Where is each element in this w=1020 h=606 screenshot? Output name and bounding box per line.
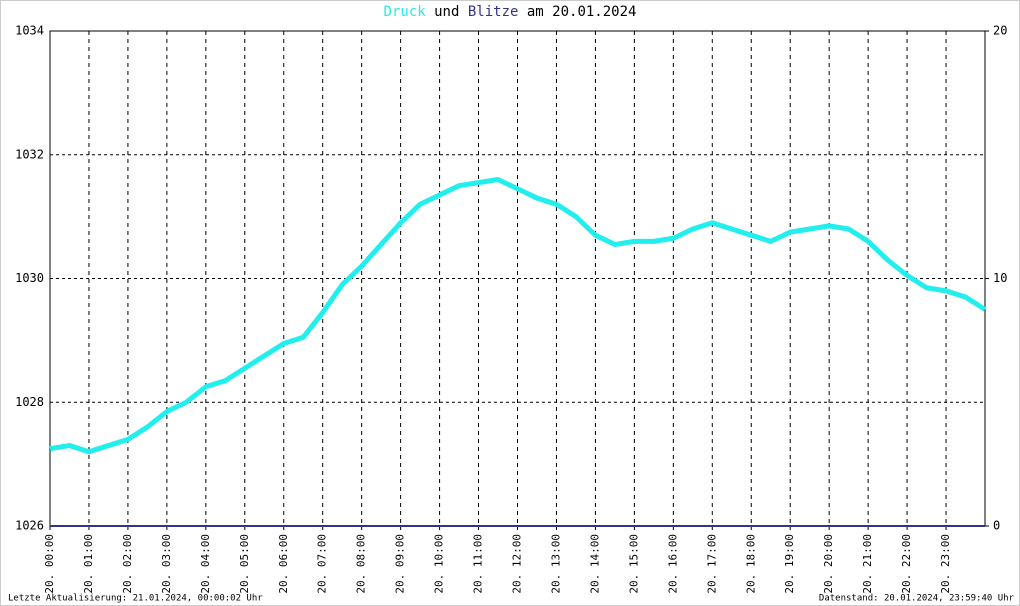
- x-tick-label: 20. 09:00: [394, 534, 407, 594]
- chart-title: Druck und Blitze am 20.01.2024: [0, 4, 1020, 20]
- y2-tick-label: 0: [993, 519, 1000, 533]
- x-tick-label: 20. 04:00: [199, 534, 212, 594]
- footer-right: Datenstand: 20.01.2024, 23:59:40 Uhr: [819, 594, 1015, 604]
- x-tick-label: 20. 05:00: [238, 534, 251, 594]
- title-word: am 20.01.2024: [526, 4, 637, 20]
- y-tick-label: 1028: [15, 395, 44, 409]
- x-tick-label: 20. 02:00: [121, 534, 134, 594]
- y-tick-label: 1034: [15, 24, 44, 38]
- y-tick-label: 1032: [15, 147, 44, 161]
- x-tick-label: 20. 13:00: [549, 534, 562, 594]
- x-tick-label: 20. 01:00: [82, 534, 95, 594]
- x-tick-label: 20. 07:00: [316, 534, 329, 594]
- x-tick-label: 20. 18:00: [744, 534, 757, 594]
- x-tick-label: 20. 12:00: [511, 534, 524, 594]
- x-tick-label: 20. 21:00: [861, 534, 874, 594]
- x-tick-label: 20. 22:00: [900, 534, 913, 594]
- y-tick-label: 1030: [15, 271, 44, 285]
- legend-entry: Blitze: [467, 4, 519, 20]
- x-tick-label: 20. 20:00: [822, 534, 835, 594]
- x-tick-label: 20. 14:00: [588, 534, 601, 594]
- x-tick-label: 20. 16:00: [666, 534, 679, 594]
- x-tick-label: 20. 00:00: [43, 534, 56, 594]
- y2-tick-label: 20: [993, 24, 1007, 38]
- x-tick-label: 20. 08:00: [355, 534, 368, 594]
- legend-entry: Druck: [383, 4, 426, 20]
- x-tick-label: 20. 11:00: [472, 534, 485, 594]
- series-line: [49, 177, 987, 455]
- x-tick-label: 20. 19:00: [783, 534, 796, 594]
- y-tick-label: 1026: [15, 519, 44, 533]
- x-tick-label: 20. 15:00: [627, 534, 640, 594]
- x-tick-label: 20. 06:00: [277, 534, 290, 594]
- x-tick-label: 20. 10:00: [433, 534, 446, 594]
- y2-tick-label: 10: [993, 271, 1007, 285]
- x-tick-label: 20. 23:00: [939, 534, 952, 594]
- title-word: und: [434, 4, 460, 20]
- x-tick-label: 20. 03:00: [160, 534, 173, 594]
- x-tick-label: 20. 17:00: [705, 534, 718, 594]
- footer-left: Letzte Aktualisierung: 21.01.2024, 00:00…: [8, 594, 263, 604]
